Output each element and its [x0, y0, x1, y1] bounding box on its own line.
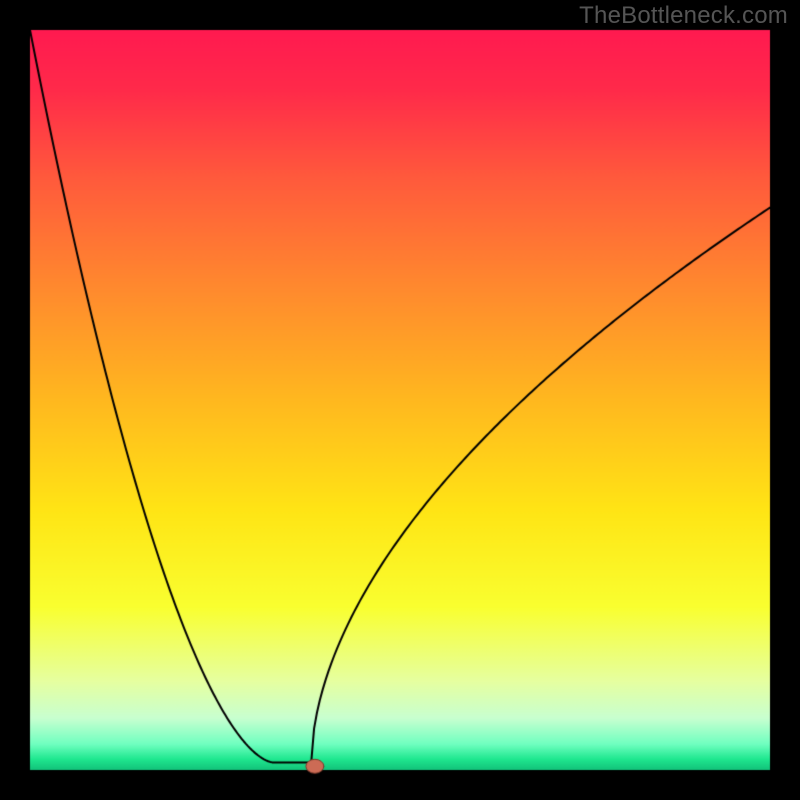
watermark-text: TheBottleneck.com	[579, 2, 788, 30]
bottleneck-chart-canvas	[0, 0, 800, 800]
